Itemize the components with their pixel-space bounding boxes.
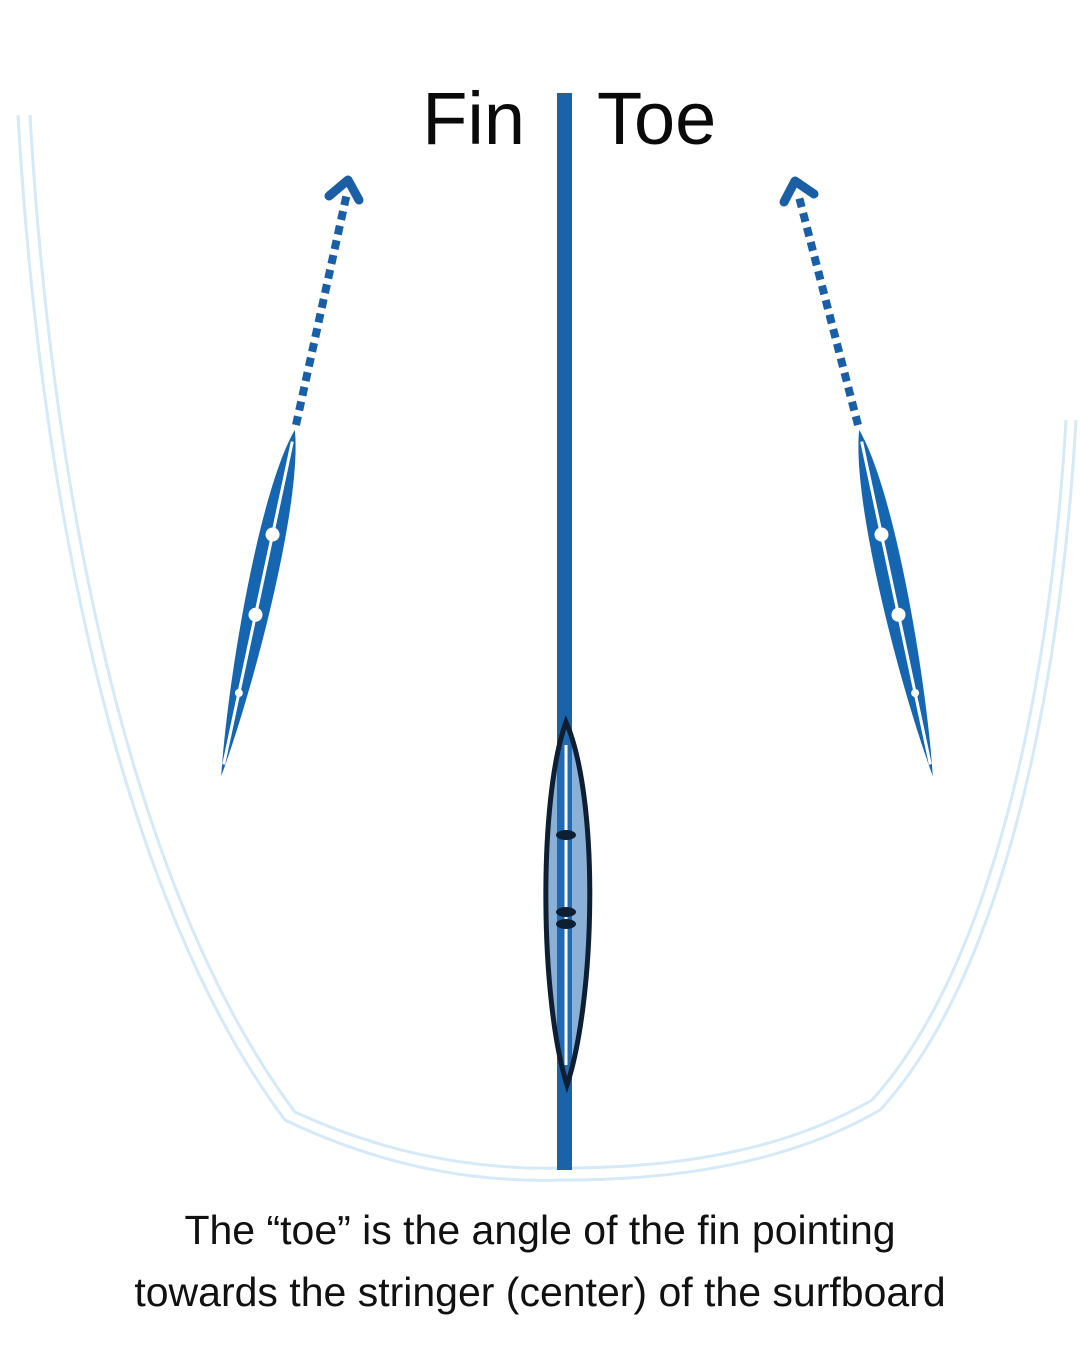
title-toe: Toe	[597, 77, 717, 160]
dotted-arrow-up-icon	[292, 175, 364, 426]
caption-line-2: towards the stringer (center) of the sur…	[134, 1269, 946, 1315]
right-side-fin	[858, 429, 933, 777]
surfboard-outline	[16, 114, 1078, 1182]
left-side-fin	[221, 429, 296, 777]
caption-line-1: The “toe” is the angle of the fin pointi…	[184, 1207, 896, 1253]
dotted-arrow-up-icon	[779, 176, 862, 427]
title-fin: Fin	[422, 77, 525, 160]
center-fin	[543, 715, 593, 1094]
